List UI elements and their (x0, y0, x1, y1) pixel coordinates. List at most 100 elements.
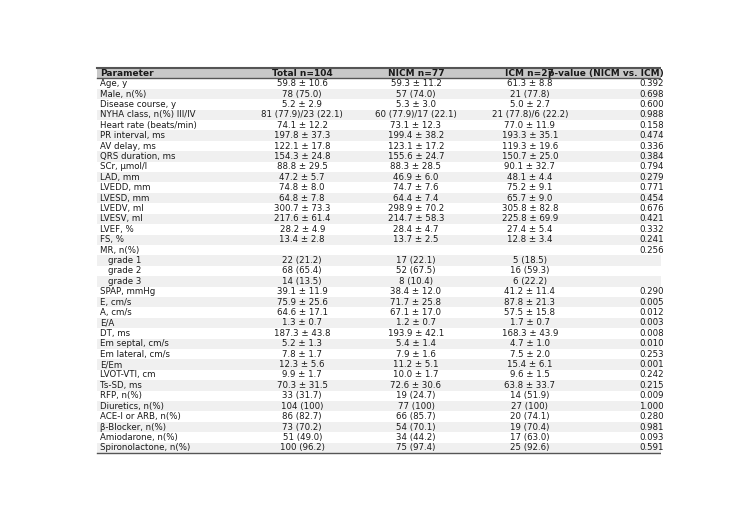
Text: 88.3 ± 28.5: 88.3 ± 28.5 (390, 162, 441, 171)
Text: 298.9 ± 70.2: 298.9 ± 70.2 (388, 204, 444, 213)
Text: p-value (NICM vs. ICM): p-value (NICM vs. ICM) (548, 69, 664, 78)
Text: Em lateral, cm/s: Em lateral, cm/s (101, 349, 170, 359)
Text: 0.008: 0.008 (639, 329, 664, 338)
Text: 65.7 ± 9.0: 65.7 ± 9.0 (507, 193, 553, 203)
Text: 14 (13.5): 14 (13.5) (283, 277, 322, 286)
Text: β-Blocker, n(%): β-Blocker, n(%) (101, 422, 167, 432)
Text: 39.1 ± 11.9: 39.1 ± 11.9 (277, 287, 327, 296)
Text: 0.336: 0.336 (639, 142, 664, 150)
Text: NICM n=77: NICM n=77 (388, 69, 444, 78)
Text: 59.3 ± 11.2: 59.3 ± 11.2 (390, 79, 441, 88)
Text: 74.7 ± 7.6: 74.7 ± 7.6 (393, 183, 439, 192)
Text: 0.009: 0.009 (639, 391, 664, 400)
Text: 1.2 ± 0.7: 1.2 ± 0.7 (396, 318, 436, 327)
Text: 74.1 ± 12.2: 74.1 ± 12.2 (277, 121, 327, 130)
Text: 27.4 ± 5.4: 27.4 ± 5.4 (507, 225, 553, 234)
Text: 119.3 ± 19.6: 119.3 ± 19.6 (501, 142, 558, 150)
Text: Ts-SD, ms: Ts-SD, ms (101, 381, 142, 390)
Bar (98, 359, 666, 370)
Text: 0.005: 0.005 (639, 298, 664, 307)
Text: 305.8 ± 82.8: 305.8 ± 82.8 (501, 204, 558, 213)
Text: LVESV, ml: LVESV, ml (101, 215, 143, 223)
Text: 70.3 ± 31.5: 70.3 ± 31.5 (277, 381, 327, 390)
Text: ICM n=27: ICM n=27 (505, 69, 554, 78)
Text: 0.241: 0.241 (639, 235, 664, 244)
Text: 86 (82.7): 86 (82.7) (283, 412, 322, 421)
Text: 75 (97.4): 75 (97.4) (396, 443, 436, 452)
Text: 6 (22.2): 6 (22.2) (513, 277, 547, 286)
Bar (98, 443, 666, 453)
Text: 154.3 ± 24.8: 154.3 ± 24.8 (274, 152, 330, 161)
Bar (98, 89, 666, 99)
Text: 48.1 ± 4.4: 48.1 ± 4.4 (507, 173, 553, 182)
Text: 63.8 ± 33.7: 63.8 ± 33.7 (504, 381, 555, 390)
Text: 0.280: 0.280 (639, 412, 664, 421)
Text: 197.8 ± 37.3: 197.8 ± 37.3 (274, 131, 330, 140)
Text: LVEF, %: LVEF, % (101, 225, 134, 234)
Text: 47.2 ± 5.7: 47.2 ± 5.7 (280, 173, 325, 182)
Text: 12.8 ± 3.4: 12.8 ± 3.4 (507, 235, 553, 244)
Bar (98, 151, 666, 162)
Text: 59.8 ± 10.6: 59.8 ± 10.6 (277, 79, 327, 88)
Text: SPAP, mmHg: SPAP, mmHg (101, 287, 156, 296)
Text: SCr, μmol/l: SCr, μmol/l (101, 162, 148, 171)
Bar (98, 214, 666, 224)
Text: 33 (31.7): 33 (31.7) (283, 391, 322, 400)
Text: 21 (77.8)/6 (22.2): 21 (77.8)/6 (22.2) (492, 110, 568, 119)
Text: 20 (74.1): 20 (74.1) (510, 412, 550, 421)
Text: Em septal, cm/s: Em septal, cm/s (101, 339, 169, 348)
Text: FS, %: FS, % (101, 235, 124, 244)
Text: 9.6 ± 1.5: 9.6 ± 1.5 (510, 371, 550, 379)
Text: 10.0 ± 1.7: 10.0 ± 1.7 (393, 371, 439, 379)
Text: 90.1 ± 32.7: 90.1 ± 32.7 (504, 162, 555, 171)
Text: 34 (44.2): 34 (44.2) (396, 433, 436, 442)
Text: 0.794: 0.794 (639, 162, 664, 171)
Text: PR interval, ms: PR interval, ms (101, 131, 165, 140)
Text: 19 (70.4): 19 (70.4) (510, 422, 550, 432)
Text: 75.2 ± 9.1: 75.2 ± 9.1 (507, 183, 553, 192)
Text: 1.000: 1.000 (639, 402, 664, 410)
Text: 0.290: 0.290 (639, 287, 664, 296)
Text: ACE-I or ARB, n(%): ACE-I or ARB, n(%) (101, 412, 181, 421)
Text: 0.698: 0.698 (639, 89, 664, 99)
Text: 11.2 ± 5.1: 11.2 ± 5.1 (393, 360, 439, 369)
Text: Age, y: Age, y (101, 79, 128, 88)
Bar (98, 380, 666, 390)
Text: LVEDV, ml: LVEDV, ml (101, 204, 144, 213)
Text: 4.7 ± 1.0: 4.7 ± 1.0 (510, 339, 550, 348)
Text: 0.591: 0.591 (639, 443, 664, 452)
Text: 78 (75.0): 78 (75.0) (283, 89, 322, 99)
Text: 5.2 ± 2.9: 5.2 ± 2.9 (283, 100, 322, 109)
Text: 5.4 ± 1.4: 5.4 ± 1.4 (396, 339, 436, 348)
Text: 193.3 ± 35.1: 193.3 ± 35.1 (501, 131, 558, 140)
Text: 64.6 ± 17.1: 64.6 ± 17.1 (277, 308, 327, 317)
Text: 168.3 ± 43.9: 168.3 ± 43.9 (501, 329, 558, 338)
Text: 19 (24.7): 19 (24.7) (396, 391, 436, 400)
Text: 150.7 ± 25.0: 150.7 ± 25.0 (501, 152, 558, 161)
Text: 122.1 ± 17.8: 122.1 ± 17.8 (274, 142, 330, 150)
Text: 17 (22.1): 17 (22.1) (396, 256, 436, 265)
Text: 87.8 ± 21.3: 87.8 ± 21.3 (504, 298, 555, 307)
Text: 72.6 ± 30.6: 72.6 ± 30.6 (390, 381, 441, 390)
Text: 0.392: 0.392 (639, 79, 664, 88)
Text: E/Em: E/Em (101, 360, 123, 369)
Text: QRS duration, ms: QRS duration, ms (101, 152, 175, 161)
Text: Male, n(%): Male, n(%) (101, 89, 147, 99)
Bar (98, 255, 666, 266)
Bar (98, 172, 666, 183)
Text: 68 (65.4): 68 (65.4) (283, 266, 322, 276)
Text: 5 (18.5): 5 (18.5) (513, 256, 547, 265)
Bar (98, 193, 666, 203)
Text: 8 (10.4): 8 (10.4) (399, 277, 433, 286)
Bar (98, 422, 666, 432)
Text: grade 2: grade 2 (108, 266, 141, 276)
Text: 5.0 ± 2.7: 5.0 ± 2.7 (510, 100, 550, 109)
Text: Parameter: Parameter (101, 69, 154, 78)
Text: 199.4 ± 38.2: 199.4 ± 38.2 (388, 131, 444, 140)
Text: DT, ms: DT, ms (101, 329, 131, 338)
Bar (98, 110, 666, 120)
Text: grade 3: grade 3 (108, 277, 141, 286)
Text: 17 (63.0): 17 (63.0) (510, 433, 550, 442)
Text: 5.3 ± 3.0: 5.3 ± 3.0 (396, 100, 436, 109)
Bar (98, 297, 666, 307)
